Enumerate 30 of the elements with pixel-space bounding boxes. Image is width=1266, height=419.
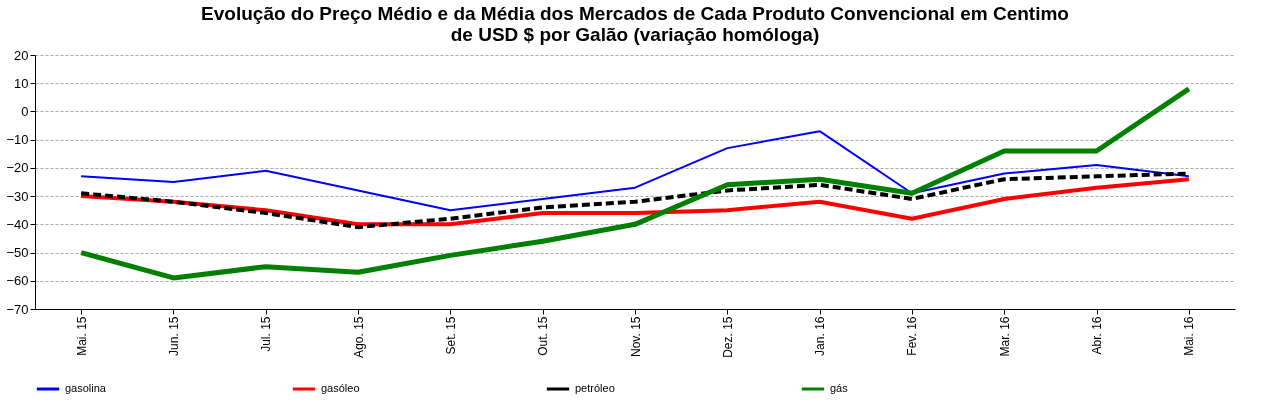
x-tick-label: Jul. 15 bbox=[259, 316, 274, 352]
y-tick-label: 20 bbox=[14, 47, 29, 63]
x-tick-label: Dez. 15 bbox=[720, 316, 735, 358]
legend-label: petróleo bbox=[575, 382, 615, 394]
x-tick-label: Ago. 15 bbox=[351, 316, 366, 358]
y-tick-label: −40 bbox=[6, 216, 29, 232]
y-tick-label: −20 bbox=[6, 160, 29, 176]
legend-label: gás bbox=[830, 382, 849, 394]
x-tick-label: Out. 15 bbox=[536, 316, 551, 356]
x-tick-label: Mai. 15 bbox=[74, 316, 89, 356]
x-tick-label: Set. 15 bbox=[443, 316, 458, 355]
x-tick-label: Jun. 15 bbox=[166, 316, 181, 356]
y-tick-label: 10 bbox=[14, 75, 29, 91]
x-tick-label: Abr. 16 bbox=[1090, 316, 1105, 355]
x-tick-label: Jan. 16 bbox=[813, 316, 828, 356]
legend-label: gasóleo bbox=[321, 382, 360, 394]
x-tick-label: Nov. 15 bbox=[628, 316, 643, 357]
y-tick-label: 0 bbox=[21, 103, 29, 119]
line-series bbox=[80, 130, 1190, 212]
x-tick-label: Mar. 16 bbox=[997, 316, 1012, 357]
text: Evolução do Preço Médio e da Média dos Mercados de Cada Produto Convencional em Centimo bbox=[201, 3, 1069, 24]
y-tick-label: −70 bbox=[6, 301, 29, 317]
x-tick-label: Mai. 16 bbox=[1182, 316, 1197, 356]
y-tick-label: −50 bbox=[6, 245, 29, 261]
y-tick-label: −30 bbox=[6, 188, 29, 204]
y-tick-label: −10 bbox=[6, 132, 29, 148]
text: de USD $ por Galão (variação homóloga) bbox=[450, 24, 820, 45]
legend-label: gasolina bbox=[65, 382, 107, 394]
y-tick-label: −60 bbox=[6, 273, 29, 289]
x-tick-label: Fev. 16 bbox=[905, 316, 920, 356]
